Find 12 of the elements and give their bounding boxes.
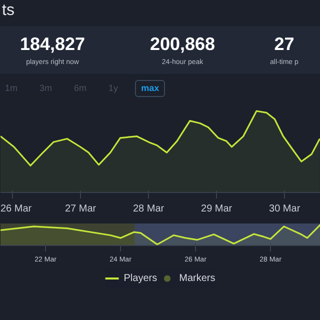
text: 200,868 bbox=[150, 33, 216, 56]
x-tick-label: 30 Mar bbox=[269, 204, 301, 214]
x-tick-label: 29 Mar bbox=[201, 204, 233, 214]
x-tick-label: 28 Mar bbox=[133, 204, 165, 214]
x-tick-label: 26 Mar bbox=[0, 204, 32, 214]
x-tick-label: 27 Mar bbox=[65, 204, 97, 214]
legend-label: Players bbox=[124, 272, 158, 284]
text: 184,827 bbox=[20, 33, 86, 56]
text: 27 bbox=[273, 33, 296, 56]
text: max bbox=[135, 80, 166, 97]
legend-label: Markers bbox=[179, 272, 216, 284]
chart-title: ts bbox=[2, 1, 14, 21]
